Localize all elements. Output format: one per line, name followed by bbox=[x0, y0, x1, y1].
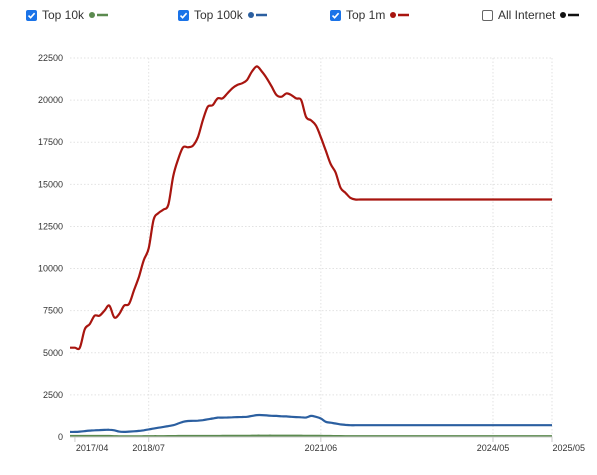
legend-label-all-internet: All Internet bbox=[498, 8, 556, 22]
y-tick-label: 17500 bbox=[38, 137, 63, 147]
series-line-top-100k[interactable] bbox=[69, 413, 552, 434]
x-tick-label: 2017/04 bbox=[76, 443, 109, 453]
x-tick-label: 2021/06 bbox=[305, 443, 338, 453]
legend-label-top-100k: Top 100k bbox=[194, 8, 243, 22]
line-marker-icon bbox=[560, 12, 580, 18]
chart-series bbox=[69, 65, 552, 438]
y-tick-label: 10000 bbox=[38, 264, 63, 274]
y-axis: 0 2500 5000 7500 10000 12500 15000 17500 20000 22… bbox=[38, 53, 63, 442]
checkbox-unchecked-icon[interactable] bbox=[482, 9, 493, 21]
y-tick-label: 2500 bbox=[43, 390, 63, 400]
legend-item-top-10k[interactable]: Top 10k bbox=[26, 8, 109, 22]
y-tick-label: 20000 bbox=[38, 95, 63, 105]
legend-label-top-1m: Top 1m bbox=[346, 8, 386, 22]
legend-label-top-10k: Top 10k bbox=[42, 8, 85, 22]
y-tick-label: 15000 bbox=[38, 179, 63, 189]
y-tick-label: 0 bbox=[58, 432, 63, 442]
legend-item-all-internet[interactable]: All Internet bbox=[482, 8, 580, 22]
x-tick-label: 2018/07 bbox=[132, 443, 165, 453]
checkbox-checked-icon[interactable] bbox=[26, 9, 37, 21]
x-tick-label: 2025/05 bbox=[552, 443, 585, 453]
y-tick-label: 7500 bbox=[43, 306, 63, 316]
y-tick-label: 12500 bbox=[38, 221, 63, 231]
y-tick-label: 5000 bbox=[43, 348, 63, 358]
line-marker-icon bbox=[247, 12, 267, 18]
chart-legend: Top 10k Top 100k Top 1m All Internet bbox=[0, 8, 597, 26]
checkbox-checked-icon[interactable] bbox=[330, 9, 341, 21]
x-axis: 2017/04 2018/07 2021/06 2024/05 2025/05 bbox=[70, 436, 585, 453]
series-line-top-10k[interactable] bbox=[70, 434, 552, 438]
legend-item-top-100k[interactable]: Top 100k bbox=[178, 8, 267, 22]
line-marker-icon bbox=[390, 12, 410, 18]
checkbox-checked-icon[interactable] bbox=[178, 9, 189, 21]
series-line-top-1m[interactable] bbox=[69, 65, 552, 351]
x-tick-label: 2024/05 bbox=[477, 443, 510, 453]
line-marker-icon bbox=[89, 12, 109, 18]
y-tick-label: 22500 bbox=[38, 53, 63, 63]
legend-item-top-1m[interactable]: Top 1m bbox=[330, 8, 410, 22]
chart-grid bbox=[70, 57, 553, 437]
